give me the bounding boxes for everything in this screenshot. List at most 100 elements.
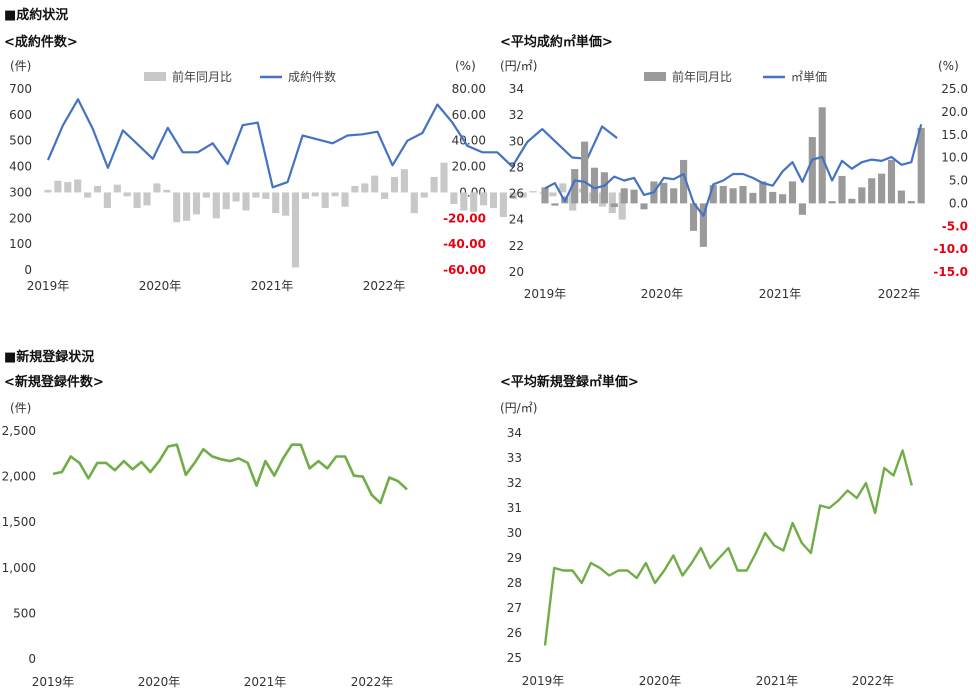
left-tick-label: 200 xyxy=(9,211,32,225)
left-tick-label: 25 xyxy=(507,651,522,665)
legend-line-label: ㎡単価 xyxy=(791,70,827,84)
bar-mark xyxy=(519,192,527,198)
left-tick-label: 24 xyxy=(509,213,524,227)
bar-mark xyxy=(608,192,616,214)
bar-mark xyxy=(779,194,787,204)
left-tick-label: 20 xyxy=(509,265,524,279)
bar-mark xyxy=(153,183,161,193)
bar-mark xyxy=(163,189,171,193)
x-tick-label: 2020年 xyxy=(138,675,181,689)
bar-mark xyxy=(769,191,777,204)
bar-mark xyxy=(499,192,507,217)
bar-mark xyxy=(321,192,329,208)
bar-mark xyxy=(788,181,797,204)
right-tick-label: -5.0 xyxy=(942,219,968,233)
bar-mark xyxy=(660,182,668,204)
chart-title: <平均新規登録㎡単価> xyxy=(500,374,639,390)
x-tick-label: 2020年 xyxy=(139,279,182,293)
bar-mark xyxy=(610,203,618,208)
bar-mark xyxy=(173,192,181,223)
chart-title: <平均成約㎡単価> xyxy=(500,34,613,50)
bar-mark xyxy=(749,192,757,204)
bar-mark xyxy=(887,159,896,204)
bar-mark xyxy=(410,192,418,214)
right-tick-label: 40.00 xyxy=(452,134,486,148)
bar-mark xyxy=(798,203,806,215)
chart-title: <新規登録件数> xyxy=(4,374,104,390)
bar-mark xyxy=(541,187,549,204)
chart-registration-price: <平均新規登録㎡単価> (円/㎡) 34 33 32 31 30 29 28 27 26 252019… xyxy=(500,374,913,688)
bar-mark xyxy=(291,192,300,268)
legend-bar-label: 前年同月比 xyxy=(672,69,732,84)
right-tick-label: 15.0 xyxy=(941,128,968,142)
bar-mark xyxy=(489,192,498,208)
bar-mark xyxy=(808,137,816,204)
x-tick-label: 2019年 xyxy=(524,287,567,301)
bar-mark xyxy=(54,180,62,193)
left-tick-label: 22 xyxy=(509,239,524,253)
left-tick-label: 400 xyxy=(9,160,32,174)
bar-mark xyxy=(460,192,468,211)
bar-mark xyxy=(739,185,747,204)
bar-mark xyxy=(183,192,191,221)
bar-mark xyxy=(74,179,82,193)
x-tick-label: 2021年 xyxy=(756,674,799,688)
bar-mark xyxy=(93,185,102,193)
bar-mark xyxy=(729,188,737,204)
bar-mark xyxy=(897,190,905,204)
bar-mark xyxy=(878,173,886,204)
right-tick-label: 25.0 xyxy=(941,82,968,96)
bar-mark xyxy=(470,192,478,212)
left-tick-label: 34 xyxy=(509,82,524,96)
left-tick-label: 500 xyxy=(9,134,32,148)
x-tick-label: 2019年 xyxy=(32,675,75,689)
bar-mark xyxy=(390,176,399,193)
right-tick-label: -10.0 xyxy=(933,242,968,256)
left-tick-label: 700 xyxy=(9,82,32,96)
bar-mark xyxy=(858,187,866,204)
section-title-contract: ■成約状況 xyxy=(4,7,68,23)
x-tick-label: 2020年 xyxy=(641,287,684,301)
bar-mark xyxy=(868,178,876,204)
left-axis-unit: (件) xyxy=(10,401,31,415)
legend-bar-swatch xyxy=(644,72,666,81)
left-tick-label: 34 xyxy=(507,426,522,440)
bar-mark xyxy=(719,185,727,204)
bar-mark xyxy=(680,159,688,204)
left-tick-label: 33 xyxy=(507,451,522,465)
bar-mark xyxy=(551,203,559,206)
right-axis-unit: (%) xyxy=(938,59,959,73)
left-tick-label: 2,500 xyxy=(2,424,36,438)
bar-mark xyxy=(252,192,260,198)
bar-mark xyxy=(529,191,537,193)
bar-mark xyxy=(103,192,111,208)
bar-mark xyxy=(818,107,826,204)
bar-mark xyxy=(301,192,309,199)
chart-contract-price: <平均成約㎡単価> (円/㎡) (%) 34 32 30 28 26 24 22 20 25.0 20.… xyxy=(500,34,968,301)
bar-mark xyxy=(222,192,230,210)
left-tick-label: 32 xyxy=(509,108,524,122)
bar-mark xyxy=(262,192,270,199)
bar-mark xyxy=(907,201,915,204)
left-axis-unit: (円/㎡) xyxy=(500,59,537,73)
bar-mark xyxy=(331,192,339,197)
bar-mark xyxy=(590,167,599,204)
x-tick-label: 2019年 xyxy=(522,674,565,688)
bar-mark xyxy=(630,189,638,204)
bar-mark xyxy=(620,188,628,204)
bar-mark xyxy=(282,192,290,216)
bar-mark xyxy=(509,192,517,199)
bar-mark xyxy=(381,192,389,199)
left-tick-label: 1,500 xyxy=(2,515,36,529)
x-tick-label: 2019年 xyxy=(27,279,70,293)
right-tick-label: 0.0 xyxy=(949,196,968,210)
bar-mark xyxy=(311,192,319,197)
bar-mark xyxy=(351,185,359,193)
series-line xyxy=(52,443,408,505)
bar-mark xyxy=(848,198,856,204)
right-tick-label: -60.00 xyxy=(443,263,486,277)
x-tick-label: 2021年 xyxy=(251,279,294,293)
bar-mark xyxy=(759,181,767,204)
left-tick-label: 26 xyxy=(509,187,524,201)
section-title-registration: ■新規登録状況 xyxy=(4,349,94,365)
